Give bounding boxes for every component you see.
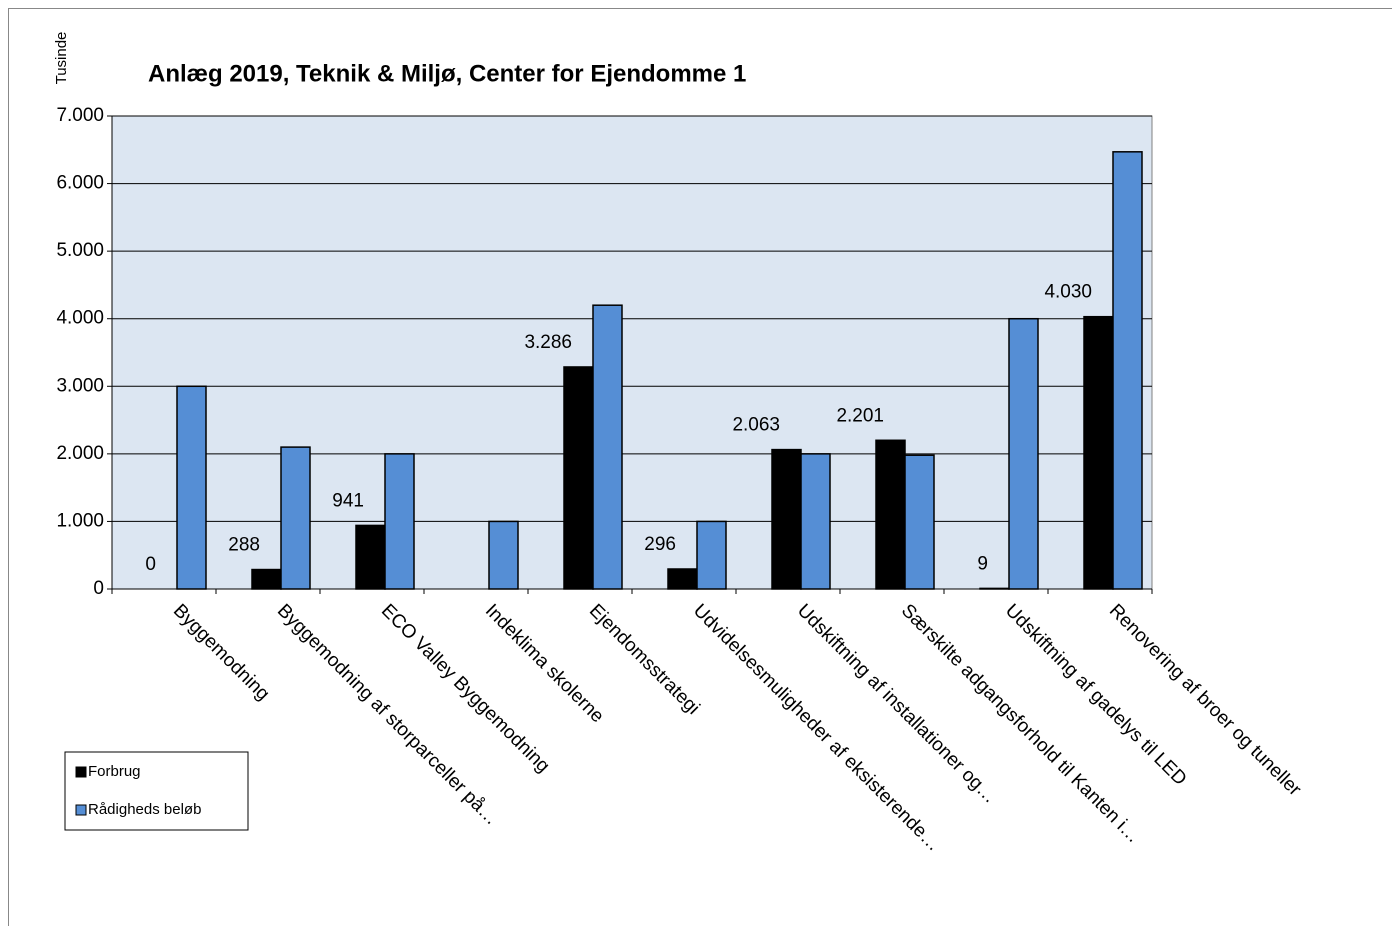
x-tick-label: ECO Valley Byggemodning [377,600,554,777]
bar [251,568,282,590]
data-label: 0 [145,554,156,575]
y-tick-label: 0 [93,578,104,599]
data-label: 9 [977,553,988,574]
x-tick-label: Byggemodning [169,600,273,704]
bar [696,520,727,590]
bar [1008,317,1039,590]
bar [771,448,802,590]
chart-border [8,8,1392,926]
y-tick-label: 4.000 [56,308,104,329]
bar [280,446,311,590]
bar [875,439,906,590]
x-tick-label: Særskilte adgangsforhold til Kanten i… [897,600,1144,847]
y-tick-label: 7.000 [56,105,104,126]
y-tick-label: 5.000 [56,240,104,261]
data-label: 4.030 [1044,282,1092,303]
data-label: 288 [228,535,260,556]
y-tick-label: 3.000 [56,375,104,396]
plot-area [111,115,1153,590]
bar [1112,151,1143,590]
bar [355,524,386,590]
bar [592,304,623,590]
data-label: 296 [644,534,676,555]
x-tick-label: Udskiftning af gadelys til LED [1001,600,1191,790]
x-tick-label: Udskiftning af installationer og… [793,600,1001,808]
legend-swatch [75,804,87,816]
bar [384,453,415,590]
legend-label: Forbrug [88,763,141,780]
bar [667,568,698,590]
legend-swatch [75,766,87,778]
x-tick-label: Ejendomsstrategi [585,600,704,719]
data-label: 3.286 [524,332,572,353]
bar [488,520,519,590]
x-tick-label: Renovering af broer og tuneller [1105,600,1306,801]
chart-title: Anlæg 2019, Teknik & Miljø, Center for E… [148,60,746,87]
bar [563,366,594,590]
bar [176,385,207,590]
data-label: 941 [332,490,364,511]
legend-label: Rådigheds beløb [88,801,201,818]
y-axis-label: Tusinde [53,32,70,85]
data-label: 2.201 [836,405,884,426]
data-label: 2.063 [732,415,780,436]
bar [800,453,831,590]
y-tick-label: 6.000 [56,173,104,194]
legend-box [64,751,249,831]
y-tick-label: 1.000 [56,510,104,531]
bar [1083,315,1114,590]
y-tick-label: 2.000 [56,443,104,464]
x-tick-label: Byggemodning af storparceller på… [273,600,502,829]
bar [904,454,935,590]
